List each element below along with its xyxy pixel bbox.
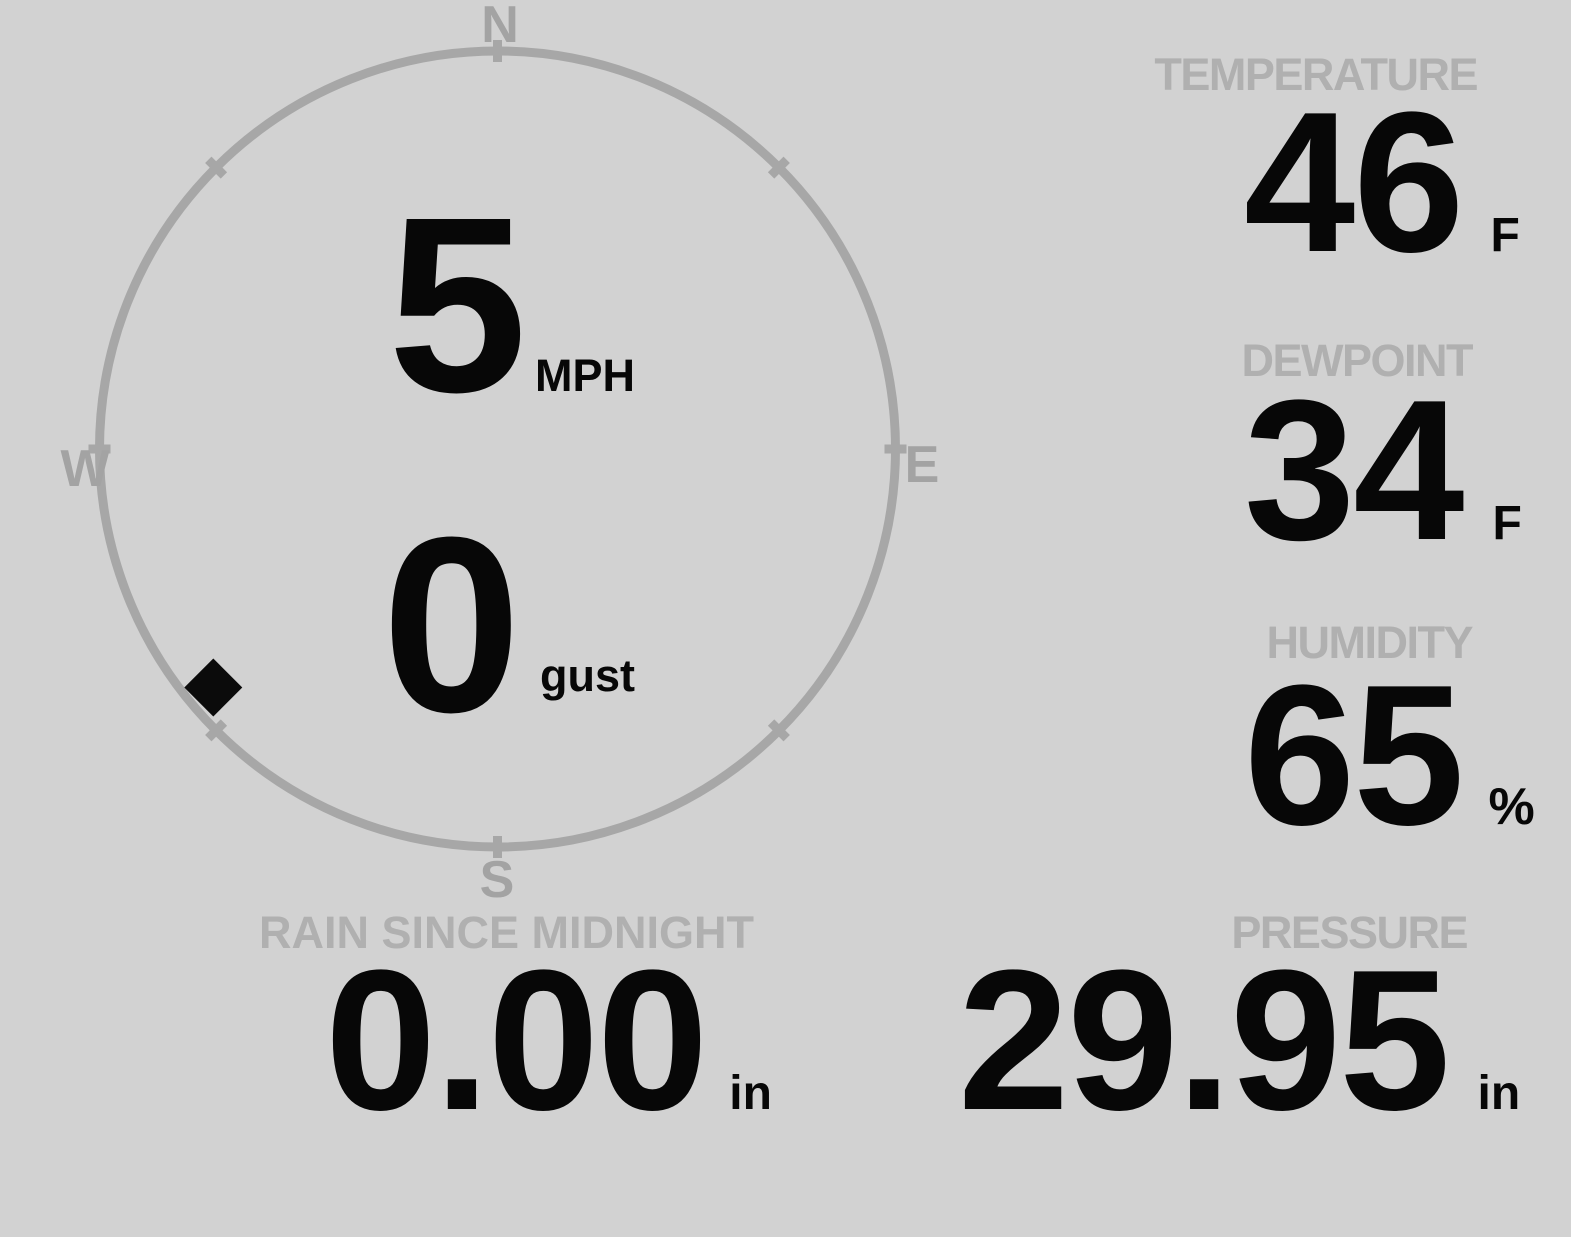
dewpoint-value: 34 xyxy=(1244,359,1464,582)
compass-label-north: N xyxy=(481,0,519,54)
humidity-label: HUMIDITY xyxy=(1266,617,1474,668)
compass-ticks xyxy=(88,40,907,858)
temperature-value: 46 xyxy=(1244,71,1464,294)
rain-value: 0.00 xyxy=(325,929,708,1152)
wind-gust-value: 0 xyxy=(382,485,521,764)
compass-tick-se xyxy=(767,719,790,742)
wind-speed-value: 5 xyxy=(388,165,527,444)
dewpoint-unit: F xyxy=(1492,497,1522,550)
temperature-label: TEMPERATURE xyxy=(1154,49,1478,100)
temperature-readout: 46 F xyxy=(1244,83,1520,283)
compass-tick-ne xyxy=(767,156,790,179)
pressure-value: 29.95 xyxy=(958,929,1450,1152)
wind-speed-unit: MPH xyxy=(535,350,636,401)
wind-gust-unit: gust xyxy=(540,650,636,701)
rain-readout: 0.00 in xyxy=(325,941,772,1141)
pressure-readout: 29.95 in xyxy=(958,941,1520,1141)
dewpoint-label: DEWPOINT xyxy=(1241,335,1474,386)
temperature-unit: F xyxy=(1490,209,1520,262)
humidity-value: 65 xyxy=(1244,644,1464,867)
pressure-unit: in xyxy=(1477,1067,1521,1120)
compass-tick-sw xyxy=(205,719,228,742)
compass-label-south: S xyxy=(479,851,515,909)
rain-label: RAIN SINCE MIDNIGHT xyxy=(259,907,754,958)
wind-compass xyxy=(88,40,907,858)
pressure-label: PRESSURE xyxy=(1231,907,1468,958)
wind-direction-marker xyxy=(184,658,243,717)
compass-label-west: W xyxy=(60,440,110,498)
humidity-unit: % xyxy=(1488,778,1535,836)
dewpoint-readout: 34 F xyxy=(1244,371,1522,571)
wind-gust-readout: 0 gust xyxy=(382,500,635,750)
compass-tick-nw xyxy=(205,156,228,179)
compass-label-east: E xyxy=(904,436,940,494)
rain-unit: in xyxy=(729,1067,772,1120)
humidity-readout: 65 % xyxy=(1244,656,1535,856)
wind-speed-readout: 5 MPH xyxy=(388,180,635,430)
